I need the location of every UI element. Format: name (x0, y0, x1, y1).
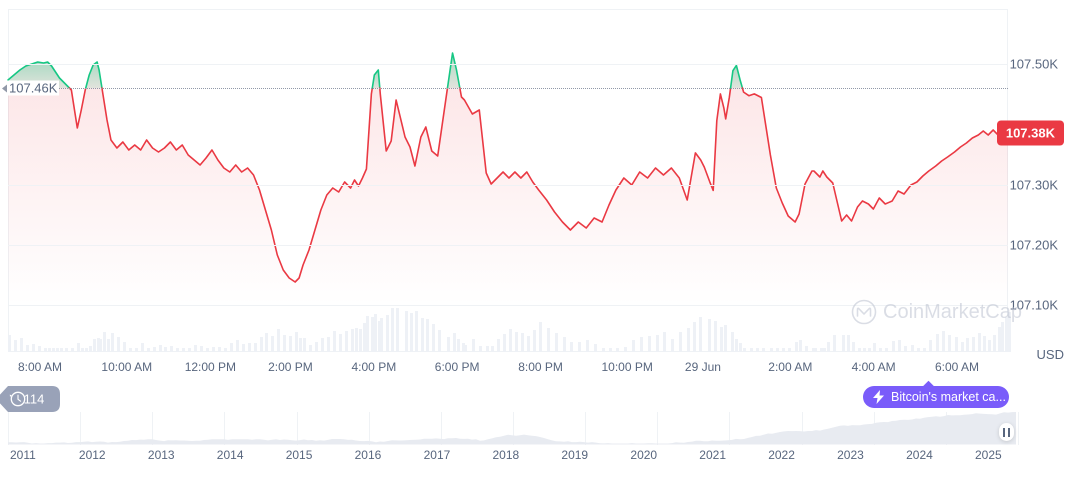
svg-text:114: 114 (24, 392, 45, 407)
